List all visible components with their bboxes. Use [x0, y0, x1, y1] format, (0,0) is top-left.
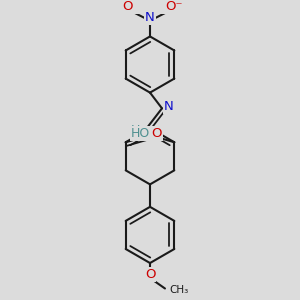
Text: O: O — [151, 127, 162, 140]
Text: HO: HO — [131, 127, 150, 140]
Text: N: N — [164, 100, 174, 113]
Text: O: O — [145, 268, 155, 281]
Text: CH₃: CH₃ — [169, 285, 189, 296]
Text: N: N — [145, 11, 155, 24]
Text: O⁻: O⁻ — [165, 0, 182, 13]
Text: H: H — [130, 124, 140, 137]
Text: O: O — [122, 0, 133, 13]
